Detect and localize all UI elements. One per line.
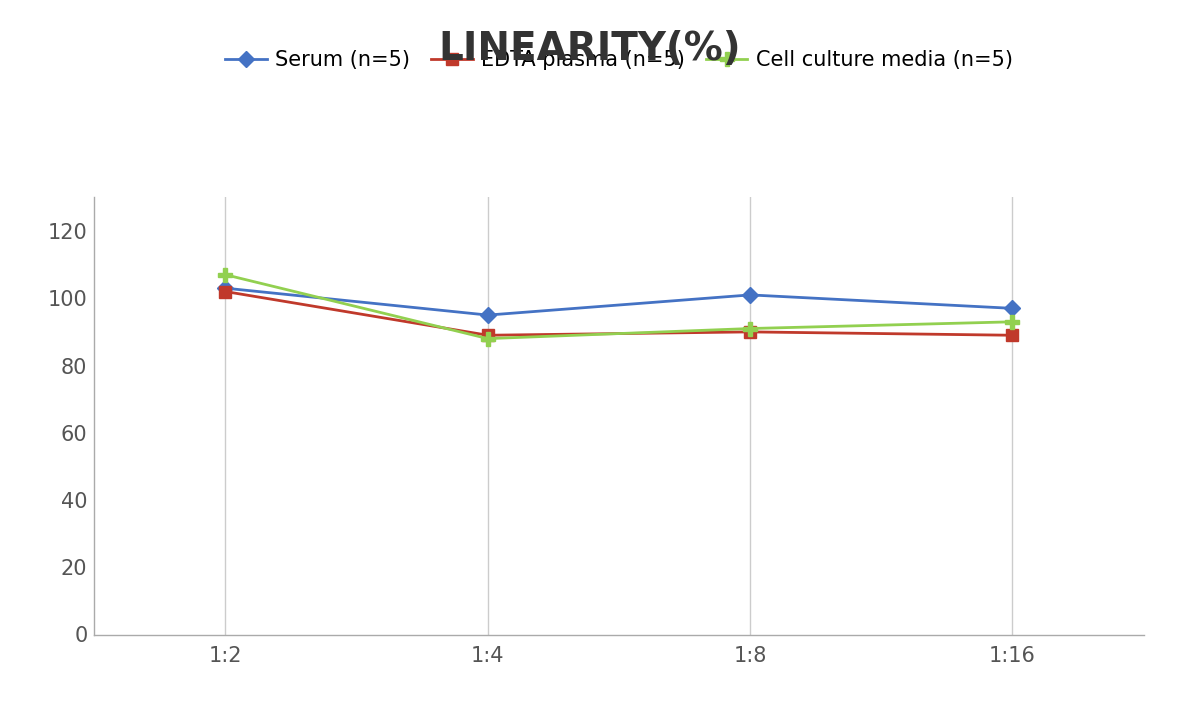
Line: Serum (n=5): Serum (n=5) [220, 283, 1017, 321]
Cell culture media (n=5) [218, 271, 232, 279]
EDTA plasma (n=5) [481, 331, 495, 340]
EDTA plasma (n=5) [1006, 331, 1020, 340]
Serum (n=5) [1006, 304, 1020, 312]
EDTA plasma (n=5) [218, 288, 232, 296]
Line: EDTA plasma (n=5): EDTA plasma (n=5) [220, 286, 1017, 341]
Text: LINEARITY(%): LINEARITY(%) [439, 30, 740, 68]
Legend: Serum (n=5), EDTA plasma (n=5), Cell culture media (n=5): Serum (n=5), EDTA plasma (n=5), Cell cul… [217, 42, 1021, 78]
Serum (n=5) [218, 284, 232, 293]
Serum (n=5) [743, 290, 757, 299]
EDTA plasma (n=5) [743, 328, 757, 336]
Cell culture media (n=5) [743, 324, 757, 333]
Serum (n=5) [481, 311, 495, 319]
Cell culture media (n=5) [1006, 317, 1020, 326]
Line: Cell culture media (n=5): Cell culture media (n=5) [218, 268, 1020, 345]
Cell culture media (n=5) [481, 334, 495, 343]
